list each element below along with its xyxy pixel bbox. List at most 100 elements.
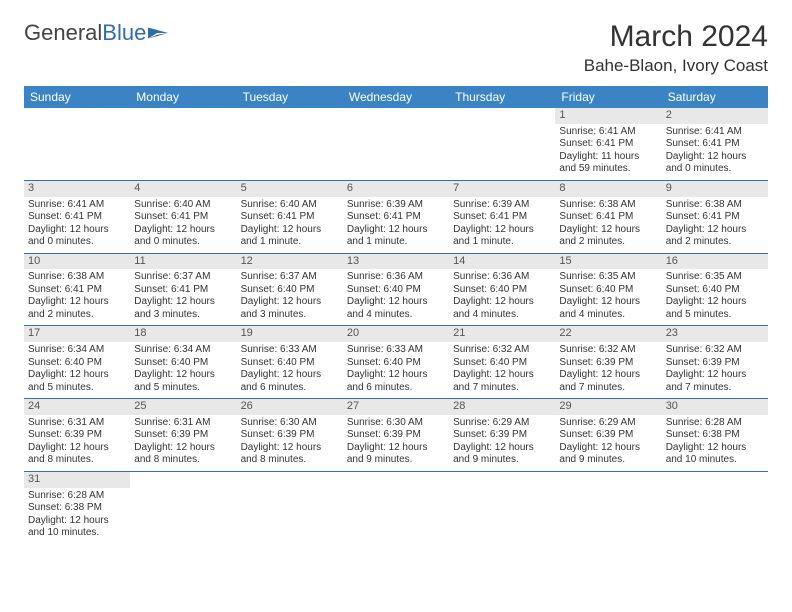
day-number: 1 [555,108,661,124]
blank-cell [343,471,449,543]
day-cell: 19Sunrise: 6:33 AMSunset: 6:40 PMDayligh… [237,326,343,399]
sunset: Sunset: 6:39 PM [453,429,551,442]
day-cell: 17Sunrise: 6:34 AMSunset: 6:40 PMDayligh… [24,326,130,399]
sunset: Sunset: 6:41 PM [134,284,232,297]
calendar-row: 24Sunrise: 6:31 AMSunset: 6:39 PMDayligh… [24,399,768,472]
daylight: Daylight: 12 hours and 4 minutes. [559,296,657,321]
header: GeneralBlue March 2024 Bahe-Blaon, Ivory… [24,20,768,76]
daylight: Daylight: 12 hours and 4 minutes. [453,296,551,321]
sunrise: Sunrise: 6:34 AM [28,344,126,357]
day-cell: 30Sunrise: 6:28 AMSunset: 6:38 PMDayligh… [662,399,768,472]
day-number: 2 [662,108,768,124]
sunset: Sunset: 6:39 PM [666,357,764,370]
daylight: Daylight: 12 hours and 3 minutes. [241,296,339,321]
daylight: Daylight: 12 hours and 8 minutes. [134,442,232,467]
day-number: 7 [449,181,555,197]
day-cell: 10Sunrise: 6:38 AMSunset: 6:41 PMDayligh… [24,253,130,326]
sunrise: Sunrise: 6:32 AM [559,344,657,357]
sunset: Sunset: 6:41 PM [28,211,126,224]
daylight: Daylight: 12 hours and 5 minutes. [666,296,764,321]
day-cell: 22Sunrise: 6:32 AMSunset: 6:39 PMDayligh… [555,326,661,399]
daylight: Daylight: 12 hours and 7 minutes. [453,369,551,394]
page: GeneralBlue March 2024 Bahe-Blaon, Ivory… [0,0,792,564]
sunrise: Sunrise: 6:29 AM [559,417,657,430]
day-cell: 7 Sunrise: 6:39 AMSunset: 6:41 PMDaylight… [449,180,555,253]
calendar-row: 17Sunrise: 6:34 AMSunset: 6:40 PMDayligh… [24,326,768,399]
sunrise: Sunrise: 6:37 AM [241,271,339,284]
daylight: Daylight: 12 hours and 0 minutes. [28,224,126,249]
sunrise: Sunrise: 6:30 AM [347,417,445,430]
day-cell: 15Sunrise: 6:35 AMSunset: 6:40 PMDayligh… [555,253,661,326]
day-cell: 16Sunrise: 6:35 AMSunset: 6:40 PMDayligh… [662,253,768,326]
sunrise: Sunrise: 6:39 AM [347,199,445,212]
sunset: Sunset: 6:41 PM [134,211,232,224]
day-number: 10 [24,254,130,270]
day-cell: 27Sunrise: 6:30 AMSunset: 6:39 PMDayligh… [343,399,449,472]
day-number: 5 [237,181,343,197]
day-cell: 20Sunrise: 6:33 AMSunset: 6:40 PMDayligh… [343,326,449,399]
blank-cell [237,471,343,543]
day-cell: 21Sunrise: 6:32 AMSunset: 6:40 PMDayligh… [449,326,555,399]
page-title: March 2024 [584,20,768,54]
sunset: Sunset: 6:40 PM [347,284,445,297]
calendar-row: 10Sunrise: 6:38 AMSunset: 6:41 PMDayligh… [24,253,768,326]
day-cell: 12Sunrise: 6:37 AMSunset: 6:40 PMDayligh… [237,253,343,326]
sunset: Sunset: 6:41 PM [666,211,764,224]
sunset: Sunset: 6:39 PM [559,429,657,442]
day-cell: 14Sunrise: 6:36 AMSunset: 6:40 PMDayligh… [449,253,555,326]
sunset: Sunset: 6:41 PM [666,138,764,151]
daylight: Daylight: 12 hours and 2 minutes. [559,224,657,249]
daylight: Daylight: 12 hours and 0 minutes. [134,224,232,249]
sunrise: Sunrise: 6:34 AM [134,344,232,357]
daylight: Daylight: 12 hours and 10 minutes. [666,442,764,467]
sunset: Sunset: 6:40 PM [241,284,339,297]
daylight: Daylight: 12 hours and 9 minutes. [347,442,445,467]
sunset: Sunset: 6:39 PM [134,429,232,442]
daylight: Daylight: 12 hours and 2 minutes. [666,224,764,249]
day-number: 28 [449,399,555,415]
sunset: Sunset: 6:41 PM [28,284,126,297]
sunset: Sunset: 6:41 PM [453,211,551,224]
sunrise: Sunrise: 6:39 AM [453,199,551,212]
daylight: Daylight: 12 hours and 1 minute. [453,224,551,249]
sunrise: Sunrise: 6:30 AM [241,417,339,430]
blank-cell [449,471,555,543]
day-cell: 23Sunrise: 6:32 AMSunset: 6:39 PMDayligh… [662,326,768,399]
daylight: Daylight: 12 hours and 3 minutes. [134,296,232,321]
sunset: Sunset: 6:40 PM [453,357,551,370]
calendar-row: 1Sunrise: 6:41 AMSunset: 6:41 PMDaylight… [24,108,768,180]
logo-text-general: General [24,20,102,46]
day-number: 17 [24,326,130,342]
weekday-header: Tuesday [237,86,343,108]
daylight: Daylight: 12 hours and 6 minutes. [347,369,445,394]
sunset: Sunset: 6:40 PM [347,357,445,370]
blank-cell [662,471,768,543]
sunrise: Sunrise: 6:38 AM [666,199,764,212]
blank-cell [555,471,661,543]
day-number: 21 [449,326,555,342]
day-number: 20 [343,326,449,342]
daylight: Daylight: 12 hours and 1 minute. [347,224,445,249]
flag-icon [148,25,170,41]
day-cell: 6Sunrise: 6:39 AMSunset: 6:41 PMDaylight… [343,180,449,253]
sunrise: Sunrise: 6:36 AM [453,271,551,284]
day-cell: 8Sunrise: 6:38 AMSunset: 6:41 PMDaylight… [555,180,661,253]
blank-cell [449,108,555,180]
sunset: Sunset: 6:39 PM [241,429,339,442]
day-number: 25 [130,399,236,415]
sunrise: Sunrise: 6:37 AM [134,271,232,284]
weekday-header: Saturday [662,86,768,108]
sunset: Sunset: 6:40 PM [241,357,339,370]
calendar-body: 1Sunrise: 6:41 AMSunset: 6:41 PMDaylight… [24,108,768,544]
weekday-header: Sunday [24,86,130,108]
day-number: 26 [237,399,343,415]
calendar-row: 3Sunrise: 6:41 AMSunset: 6:41 PMDaylight… [24,180,768,253]
sunrise: Sunrise: 6:40 AM [134,199,232,212]
day-cell: 28Sunrise: 6:29 AMSunset: 6:39 PMDayligh… [449,399,555,472]
blank-cell [130,471,236,543]
daylight: Daylight: 12 hours and 5 minutes. [134,369,232,394]
daylight: Daylight: 12 hours and 10 minutes. [28,515,126,540]
day-cell: 18Sunrise: 6:34 AMSunset: 6:40 PMDayligh… [130,326,236,399]
day-number: 4 [130,181,236,197]
day-number: 9 [662,181,768,197]
